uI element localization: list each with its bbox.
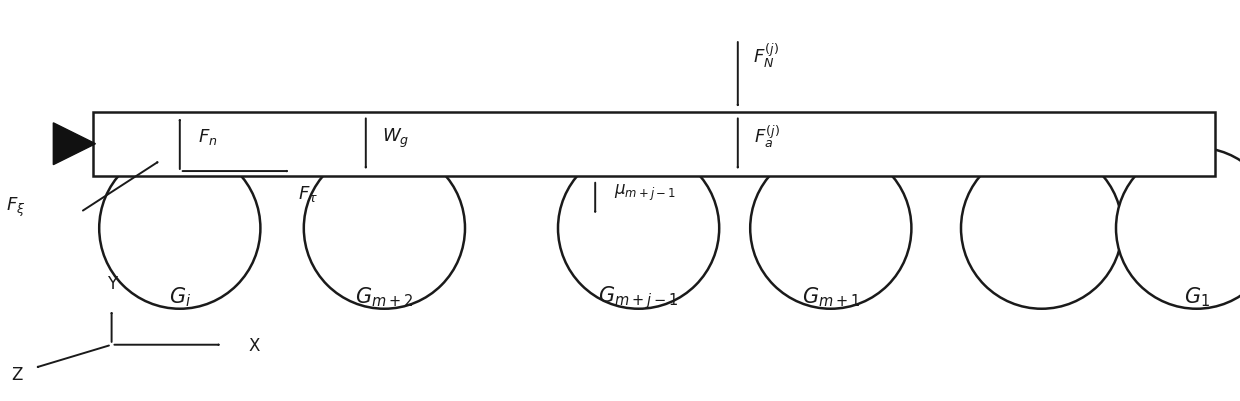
Text: $G_i$: $G_i$ <box>169 285 191 308</box>
Text: X: X <box>248 336 260 354</box>
Polygon shape <box>53 124 95 165</box>
Bar <box>93 112 1215 176</box>
Text: $F_a^{(j)}$: $F_a^{(j)}$ <box>754 124 780 150</box>
Ellipse shape <box>304 148 465 309</box>
Text: $F_\tau$: $F_\tau$ <box>298 184 317 204</box>
Text: $G_{m+2}$: $G_{m+2}$ <box>356 285 413 308</box>
Ellipse shape <box>750 148 911 309</box>
Text: $G_{m+1}$: $G_{m+1}$ <box>802 285 859 308</box>
Text: $G_{m+j-1}$: $G_{m+j-1}$ <box>599 284 678 310</box>
Text: $F_N^{(j)}$: $F_N^{(j)}$ <box>753 42 779 70</box>
Ellipse shape <box>558 148 719 309</box>
Text: Y: Y <box>107 275 117 293</box>
Ellipse shape <box>961 148 1122 309</box>
Text: $\mu_{m+j-1}$: $\mu_{m+j-1}$ <box>614 182 676 203</box>
Text: Z: Z <box>11 365 22 383</box>
Text: $G_1$: $G_1$ <box>1183 285 1210 308</box>
Text: $W_g$: $W_g$ <box>382 126 409 150</box>
Text: $F_\xi$: $F_\xi$ <box>6 195 26 218</box>
Ellipse shape <box>99 148 260 309</box>
Ellipse shape <box>1116 148 1240 309</box>
Text: $F_n$: $F_n$ <box>198 127 218 147</box>
